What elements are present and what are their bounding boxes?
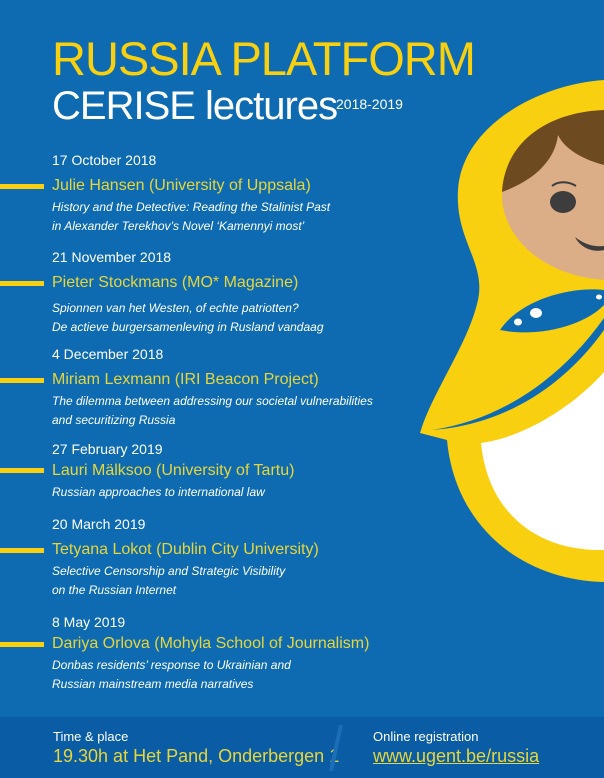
lecture-date: 17 October 2018 bbox=[52, 152, 157, 168]
lecture-entry: 4 December 2018 Miriam Lexmann (IRI Beac… bbox=[0, 344, 412, 430]
yellow-marker bbox=[0, 468, 44, 473]
lecture-date: 20 March 2019 bbox=[52, 516, 146, 532]
time-place-value: 19.30h at Het Pand, Onderbergen 1 bbox=[53, 746, 340, 766]
footer: Time & place 19.30h at Het Pand, Onderbe… bbox=[0, 717, 604, 778]
lecture-speaker: Pieter Stockmans (MO* Magazine) bbox=[52, 274, 299, 291]
time-place-label: Time & place bbox=[53, 729, 129, 744]
registration-link[interactable]: www.ugent.be/russia bbox=[373, 746, 540, 766]
lecture-speaker: Dariya Orlova (Mohyla School of Journali… bbox=[52, 635, 370, 652]
doll-hair bbox=[502, 110, 604, 192]
poster-title: RUSSIA PLATFORM bbox=[52, 32, 476, 85]
lecture-title: The dilemma between addressing our socie… bbox=[52, 394, 373, 408]
registration-label: Online registration bbox=[373, 729, 479, 744]
lecture-title: Selective Censorship and Strategic Visib… bbox=[52, 564, 286, 578]
lecture-speaker: Miriam Lexmann (IRI Beacon Project) bbox=[52, 371, 319, 388]
doll-scarf bbox=[500, 289, 604, 333]
yellow-marker bbox=[0, 548, 44, 553]
lecture-date: 8 May 2019 bbox=[52, 614, 126, 630]
scarf-dot bbox=[514, 318, 522, 326]
lecture-title: Russian mainstream media narratives bbox=[52, 677, 254, 691]
doll-smile bbox=[575, 237, 604, 251]
yellow-marker bbox=[0, 378, 44, 383]
lecture-entry: 17 October 2018 Julie Hansen (University… bbox=[0, 150, 412, 236]
poster-years: 2018-2019 bbox=[336, 96, 403, 112]
doll-eye bbox=[550, 191, 576, 213]
doll-apron bbox=[481, 372, 604, 551]
lecture-title: History and the Detective: Reading the S… bbox=[52, 200, 331, 214]
lecture-entry: 21 November 2018 Pieter Stockmans (MO* M… bbox=[0, 247, 412, 337]
scarf-dot bbox=[596, 294, 602, 300]
lecture-title: in Alexander Terekhov’s Novel ‘Kamennyi … bbox=[52, 219, 305, 233]
poster-subtitle: CERISE lectures bbox=[52, 84, 338, 128]
lecture-title: Spionnen van het Westen, of echte patrio… bbox=[52, 301, 299, 315]
lecture-title: Russian approaches to international law bbox=[52, 485, 265, 499]
lecture-entry: 20 March 2019 Tetyana Lokot (Dublin City… bbox=[0, 514, 412, 600]
lecture-speaker: Tetyana Lokot (Dublin City University) bbox=[52, 541, 319, 558]
lecture-title: De actieve burgersamenleving in Rusland … bbox=[52, 320, 324, 334]
yellow-marker bbox=[0, 184, 44, 189]
lecture-title: on the Russian Internet bbox=[52, 583, 177, 597]
lecture-title: and securitizing Russia bbox=[52, 413, 176, 427]
yellow-marker bbox=[0, 642, 44, 647]
lecture-date: 4 December 2018 bbox=[52, 346, 164, 362]
scarf-dot bbox=[530, 308, 542, 318]
lecture-entry: 27 February 2019 Lauri Mälksoo (Universi… bbox=[0, 439, 412, 502]
lecture-title: Donbas residents’ response to Ukrainian … bbox=[52, 658, 291, 672]
yellow-marker bbox=[0, 281, 44, 286]
lecture-entry: 8 May 2019 Dariya Orlova (Mohyla School … bbox=[0, 612, 412, 694]
lecture-speaker: Lauri Mälksoo (University of Tartu) bbox=[52, 462, 295, 479]
lecture-speaker: Julie Hansen (University of Uppsala) bbox=[52, 177, 311, 194]
doll-eyebrow bbox=[551, 181, 577, 187]
lecture-date: 21 November 2018 bbox=[52, 249, 172, 265]
lecture-date: 27 February 2019 bbox=[52, 441, 163, 457]
